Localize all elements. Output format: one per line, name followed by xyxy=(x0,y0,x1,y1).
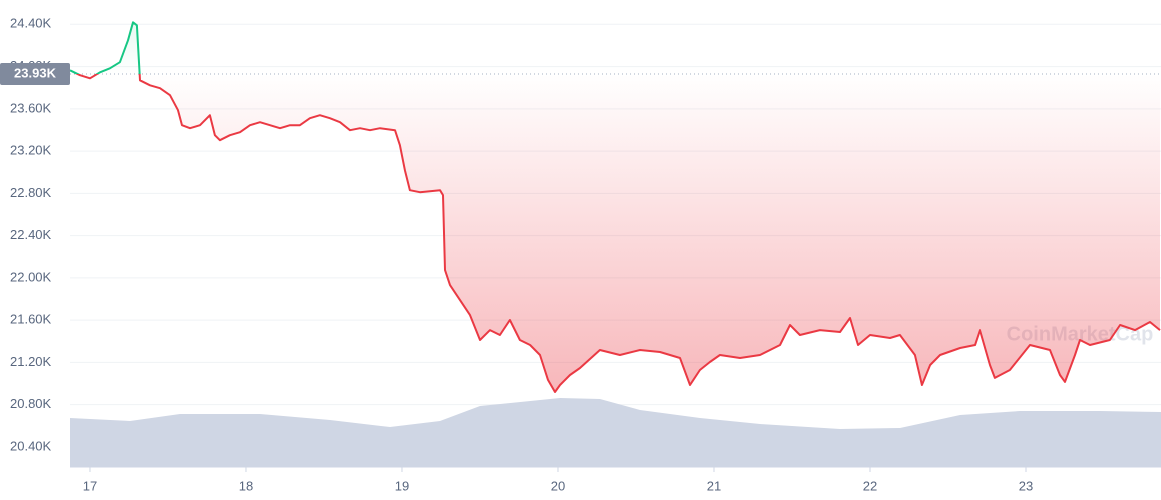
y-tick-label: 20.80K xyxy=(10,396,52,411)
y-tick-label: 22.00K xyxy=(10,269,52,284)
x-tick-label: 17 xyxy=(83,478,97,493)
x-tick-label: 20 xyxy=(551,478,565,493)
x-tick-label: 22 xyxy=(863,478,877,493)
x-tick-label: 21 xyxy=(707,478,721,493)
y-tick-label: 23.20K xyxy=(10,143,52,158)
x-tick-label: 18 xyxy=(239,478,253,493)
y-tick-label: 20.40K xyxy=(10,438,52,453)
x-tick-label: 19 xyxy=(395,478,409,493)
price-area xyxy=(70,22,1160,393)
y-tick-label: 22.40K xyxy=(10,227,52,242)
axes: 20.40K 20.80K 21.20K 21.60K 22.00K 22.40K 22.8… xyxy=(0,16,1161,493)
volume-area xyxy=(70,398,1161,467)
baseline-badge xyxy=(0,62,70,85)
y-tick-label: 21.20K xyxy=(10,354,52,369)
y-tick-label: 21.60K xyxy=(10,312,52,327)
x-tick-label: 23 xyxy=(1019,478,1033,493)
y-tick-label: 22.80K xyxy=(10,185,52,200)
baseline-label: 23.93K xyxy=(14,65,57,80)
plot xyxy=(69,21,1161,393)
y-tick-label: 24.40K xyxy=(10,16,52,31)
price-line xyxy=(69,21,1161,393)
y-tick-label: 23.60K xyxy=(10,100,52,115)
